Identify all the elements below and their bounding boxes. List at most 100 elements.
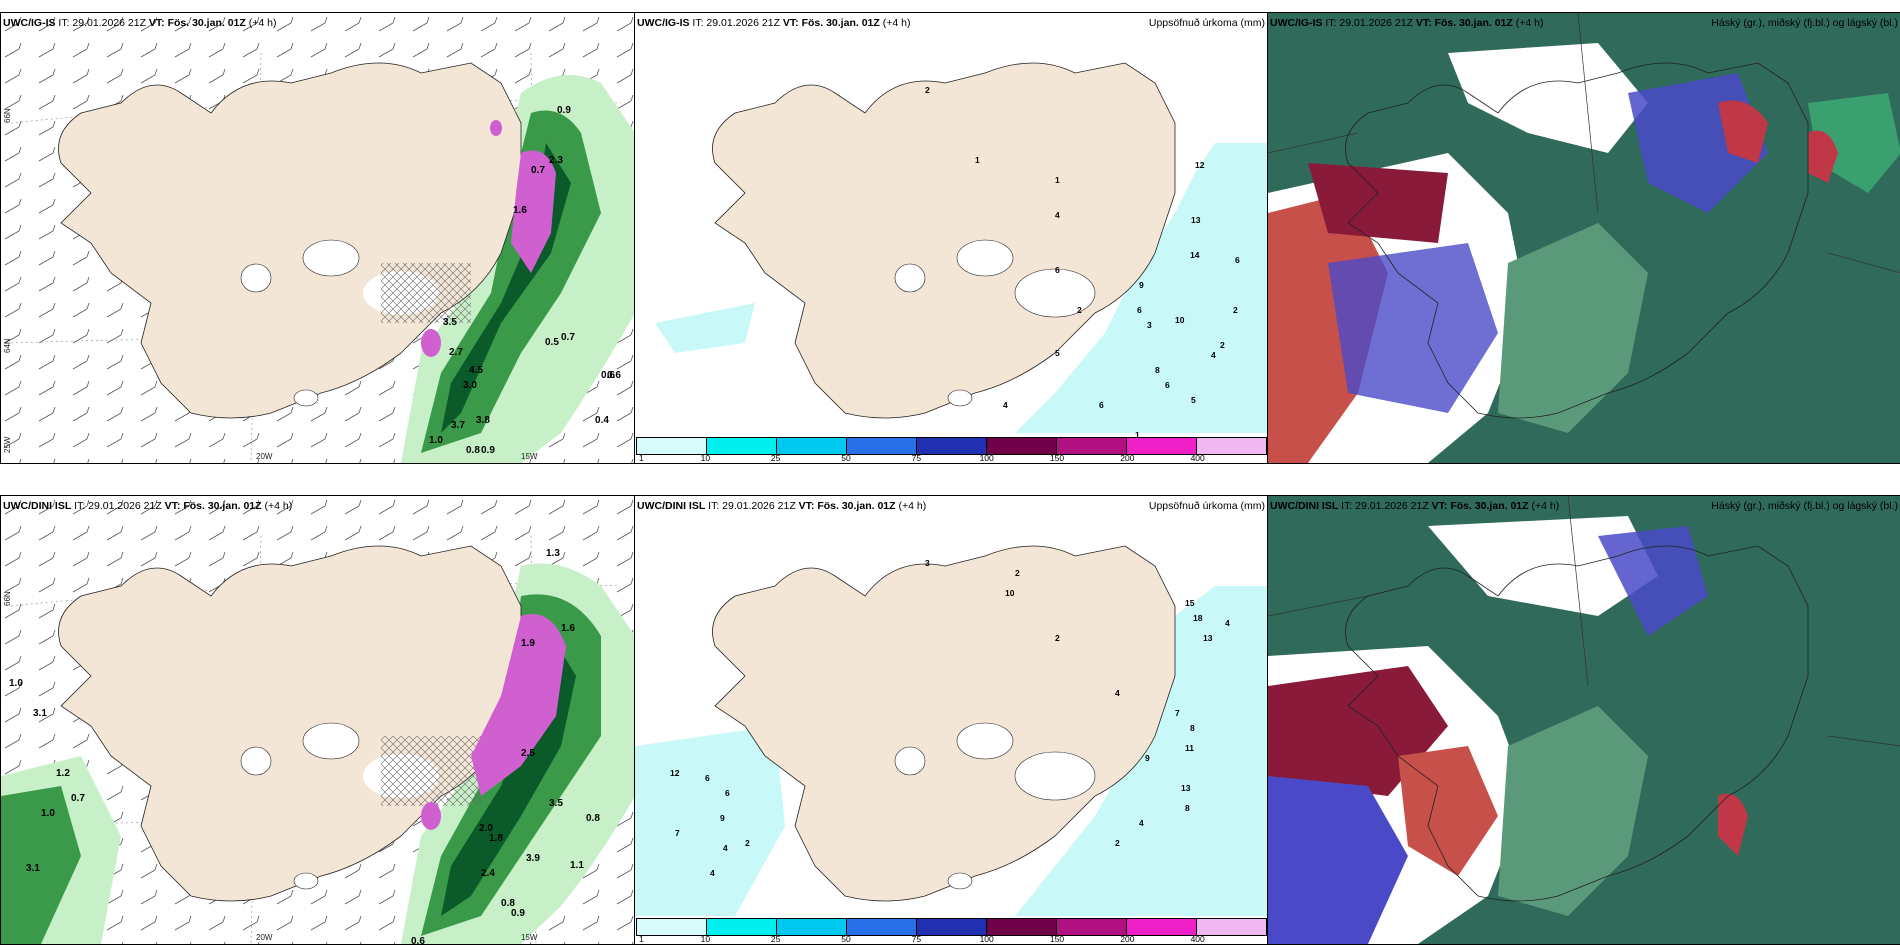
- colorbar-tick: 25: [770, 453, 781, 463]
- map-value-label: 3.0: [463, 380, 477, 391]
- map-value-label: 13: [1181, 783, 1191, 793]
- map-value-label: 3.5: [443, 317, 457, 328]
- map-value-label: 10: [1175, 315, 1185, 325]
- map-value-label: 4: [1055, 210, 1060, 220]
- colorbar-boxes: [636, 918, 1267, 936]
- colorbar-tick: 75: [911, 934, 922, 944]
- map-value-label: 4: [1003, 400, 1008, 410]
- map-value-label: 2: [925, 85, 930, 95]
- panel-header: UWC/DINI ISL IT: 29.01.2026 21Z VT: Fös.…: [1270, 500, 1560, 512]
- colorbar-swatch: [637, 919, 707, 935]
- map-value-label: 6: [1235, 255, 1240, 265]
- map-value-label: 0.9: [481, 445, 495, 456]
- colorbar-tick: 10: [700, 934, 711, 944]
- map-value-label: 6: [1137, 305, 1142, 315]
- map-value-label: 0.8: [501, 898, 515, 909]
- panel-header: UWC/IG-IS IT: 29.01.2026 21Z VT: Fös. 30…: [637, 17, 911, 29]
- map-value-label: 4: [723, 843, 728, 853]
- map-value-label: 3: [1147, 320, 1152, 330]
- map-value-label: 1.2: [56, 768, 70, 779]
- map-value-label: 4: [710, 868, 715, 878]
- map-value-label: 2.0: [479, 823, 493, 834]
- map-value-label: 1.3: [546, 548, 560, 559]
- colorbar-swatch: [1057, 919, 1127, 935]
- iceland-land: [712, 62, 1176, 419]
- panel-title: Uppsöfnuð úrkoma (mm): [1148, 500, 1265, 512]
- colorbar-tick: 100: [979, 934, 994, 944]
- map-value-label: 2: [1055, 633, 1060, 643]
- map-value-label: 6: [705, 773, 710, 783]
- colorbar-swatch: [1197, 438, 1266, 454]
- map-value-label: 13: [1203, 633, 1213, 643]
- map-value-label: 1: [975, 155, 980, 165]
- map-value-label: 3: [925, 558, 930, 568]
- colorbar-swatch: [1197, 919, 1266, 935]
- map-value-label: 1: [1055, 175, 1060, 185]
- colorbar-tick: 1: [638, 453, 644, 463]
- colorbar-swatch: [1127, 438, 1197, 454]
- map-value-label: 6: [1099, 400, 1104, 410]
- map-value-label: 8: [1155, 365, 1160, 375]
- map-value-label: 0.7: [531, 165, 545, 176]
- map-value-label: 2: [745, 838, 750, 848]
- colorbar-boxes: [636, 437, 1267, 455]
- map-value-label: 0.6: [411, 936, 425, 944]
- map-value-label: 0.5: [545, 337, 559, 348]
- map-value-label: 5: [1191, 395, 1196, 405]
- colorbar-ticks: 1 10 25 50 75 100 150 200 400: [635, 453, 1268, 463]
- precip-colorbar: 1 10 25 50 75 100 150 200 400: [635, 916, 1268, 944]
- map-value-label: 6: [1055, 265, 1060, 275]
- map-value-label: 2: [1015, 568, 1020, 578]
- map-value-label: 0.8: [466, 445, 480, 456]
- colorbar-tick: 400: [1190, 453, 1205, 463]
- lat-label: 64N: [3, 338, 12, 353]
- map-value-label: 13: [1191, 215, 1201, 225]
- map-value-label: 2: [1233, 305, 1238, 315]
- map-value-label: 2.7: [449, 347, 463, 358]
- cloud-map: [1268, 13, 1900, 463]
- map-value-label: 1.8: [489, 833, 503, 844]
- colorbar-tick: 200: [1120, 453, 1135, 463]
- map-value-label: 0.9: [511, 908, 525, 919]
- colorbar-swatch: [1127, 919, 1197, 935]
- map-value-label: 3.1: [26, 863, 40, 874]
- wind-map: 1.3 3.1 2.5 3.5 2.01.8 2.4 3.9 1.1 0.8 1.0 0.7 1.2 1…: [1, 496, 635, 944]
- map-value-label: 4.5: [469, 365, 483, 376]
- colorbar-tick: 75: [911, 453, 922, 463]
- map-panel-clouds-dini: UWC/DINI ISL IT: 29.01.2026 21Z VT: Fös.…: [1267, 495, 1900, 945]
- map-value-label: 2.5: [521, 748, 535, 759]
- map-value-label: 4: [1139, 818, 1144, 828]
- colorbar-swatch: [707, 919, 777, 935]
- panel-title: Uppsöfnuð úrkoma (mm): [1148, 17, 1265, 29]
- map-value-label: 15: [1185, 598, 1195, 608]
- map-value-label: 9: [1139, 280, 1144, 290]
- colorbar-swatch: [707, 438, 777, 454]
- panel-header: UWC/DINI ISL IT: 29.01.2026 21Z VT: Fös.…: [3, 500, 293, 512]
- map-panel-wind-igis: UWC/IG-IS IT: 29.01.2026 21Z VT: Fös. 30…: [0, 12, 636, 464]
- map-value-label: 9: [720, 813, 725, 823]
- colorbar-swatch: [917, 919, 987, 935]
- map-value-label: 1: [1135, 430, 1140, 440]
- map-value-label: 6: [725, 788, 730, 798]
- wind-map: 0.90.70.62.31.63.52.74.53.03.83.71.00.8 0…: [1, 13, 635, 463]
- colorbar-swatch: [987, 919, 1057, 935]
- colorbar-swatch: [847, 919, 917, 935]
- map-value-label: 5: [1055, 348, 1060, 358]
- map-value-label: 0.8: [586, 813, 600, 824]
- map-value-label: 1.0: [9, 678, 23, 689]
- map-value-label: 9: [1145, 753, 1150, 763]
- panel-header: UWC/IG-IS IT: 29.01.2026 21Z VT: Fös. 30…: [3, 17, 277, 29]
- colorbar-swatch: [777, 919, 847, 935]
- colorbar-tick: 400: [1190, 934, 1205, 944]
- colorbar-swatch: [917, 438, 987, 454]
- colorbar-swatch: [987, 438, 1057, 454]
- panel-header: UWC/DINI ISL IT: 29.01.2026 21Z VT: Fös.…: [637, 500, 927, 512]
- map-value-label: 0.7: [71, 793, 85, 804]
- map-value-label: 2: [1115, 838, 1120, 848]
- map-value-label: 4: [1211, 350, 1216, 360]
- iceland-land: [58, 62, 522, 419]
- map-panel-precip-igis: UWC/IG-IS IT: 29.01.2026 21Z VT: Fös. 30…: [634, 12, 1269, 464]
- colorbar-tick: 10: [700, 453, 711, 463]
